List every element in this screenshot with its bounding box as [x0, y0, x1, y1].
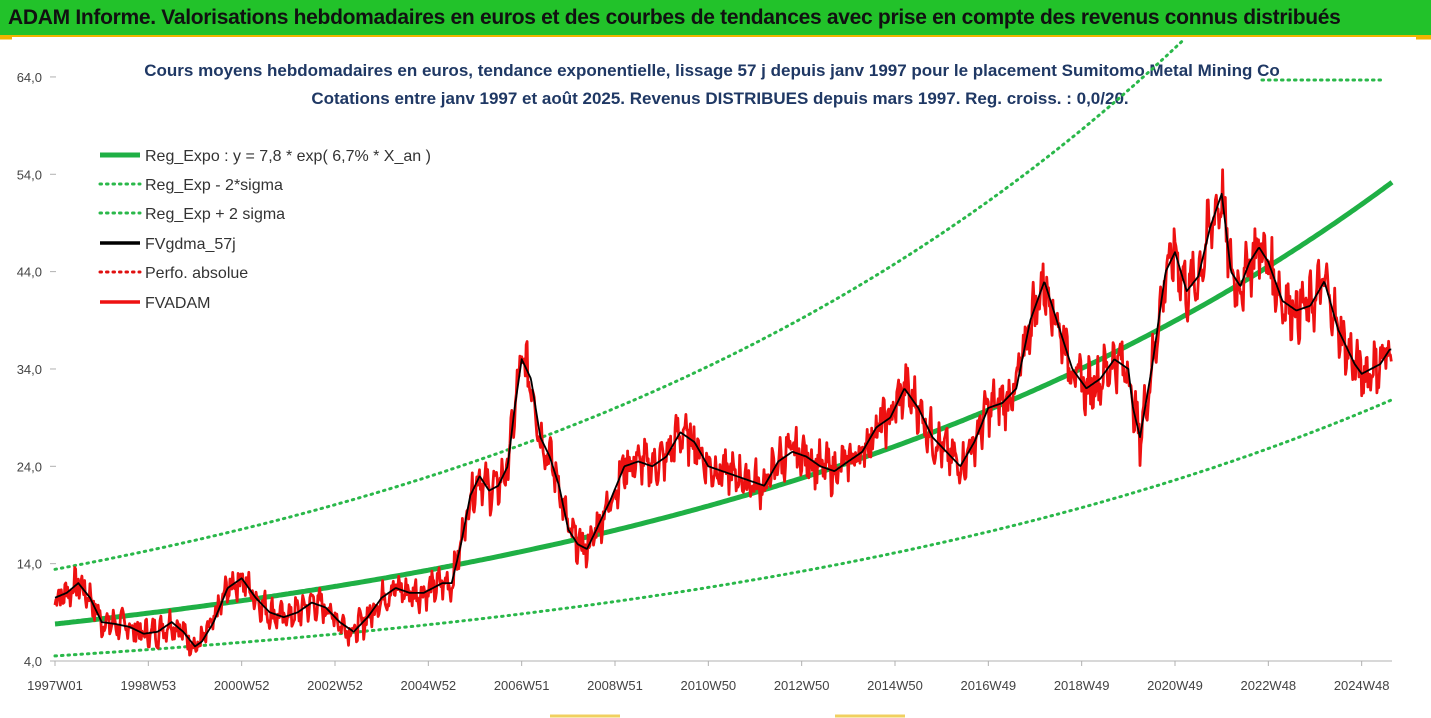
legend-label: Reg_Exp + 2 sigma — [145, 206, 285, 223]
report-banner-title: ADAM Informe. Valorisations hebdomadaire… — [8, 6, 1341, 29]
chart-subtitle: Cotations entre janv 1997 et août 2025. … — [311, 89, 1128, 108]
x-tick-label: 2010W50 — [681, 678, 737, 693]
series-reg-exp-plus-2-sigma — [53, 37, 1186, 571]
legend-label: Perfo. absolue — [145, 265, 248, 282]
report-banner: ADAM Informe. Valorisations hebdomadaire… — [0, 0, 1431, 37]
x-tick-label: 2014W50 — [867, 678, 923, 693]
series-layer — [53, 37, 1394, 658]
chart-title: Cours moyens hebdomadaires en euros, ten… — [144, 61, 1280, 80]
series-fvgdma-57j — [54, 192, 1392, 648]
series-reg-exp-minus-2-sigma — [53, 398, 1394, 658]
x-tick-label: 2004W52 — [401, 678, 457, 693]
x-tick-label: 2022W48 — [1241, 678, 1297, 693]
x-tick-label: 2012W50 — [774, 678, 830, 693]
series-fvadam — [53, 168, 1393, 657]
legend-label: FVADAM — [145, 295, 210, 312]
y-axis: 4,0 14,0 24,0 34,0 44,0 54,0 64,0 — [17, 70, 56, 669]
y-tick-label: 24,0 — [17, 459, 42, 474]
price-chart: Cours moyens hebdomadaires en euros, ten… — [0, 37, 1431, 718]
x-axis: 1997W01 1998W53 2000W52 2002W52 2004W52 2006W… — [27, 661, 1389, 693]
legend-label: Reg_Expo : y = 7,8 * exp( 6,7% * X_an ) — [145, 148, 431, 165]
x-tick-label: 1998W53 — [121, 678, 177, 693]
legend-label: Reg_Exp - 2*sigma — [145, 177, 283, 194]
series-reg-expo — [54, 180, 1394, 627]
y-tick-label: 34,0 — [17, 362, 42, 377]
x-tick-label: 1997W01 — [27, 678, 83, 693]
x-tick-label: 2018W49 — [1054, 678, 1110, 693]
x-tick-label: 2006W51 — [494, 678, 550, 693]
legend-label: FVgdma_57j — [145, 236, 236, 253]
y-tick-label: 64,0 — [17, 70, 42, 85]
y-tick-label: 4,0 — [24, 654, 42, 669]
x-tick-label: 2020W49 — [1147, 678, 1203, 693]
x-tick-label: 2000W52 — [214, 678, 270, 693]
y-tick-label: 54,0 — [17, 167, 42, 182]
x-tick-label: 2002W52 — [307, 678, 363, 693]
x-tick-label: 2016W49 — [961, 678, 1017, 693]
y-tick-label: 44,0 — [17, 265, 42, 280]
x-tick-label: 2008W51 — [587, 678, 643, 693]
x-tick-label: 2024W48 — [1334, 678, 1390, 693]
legend: Reg_Expo : y = 7,8 * exp( 6,7% * X_an ) R… — [98, 148, 431, 312]
y-tick-label: 14,0 — [17, 557, 42, 572]
